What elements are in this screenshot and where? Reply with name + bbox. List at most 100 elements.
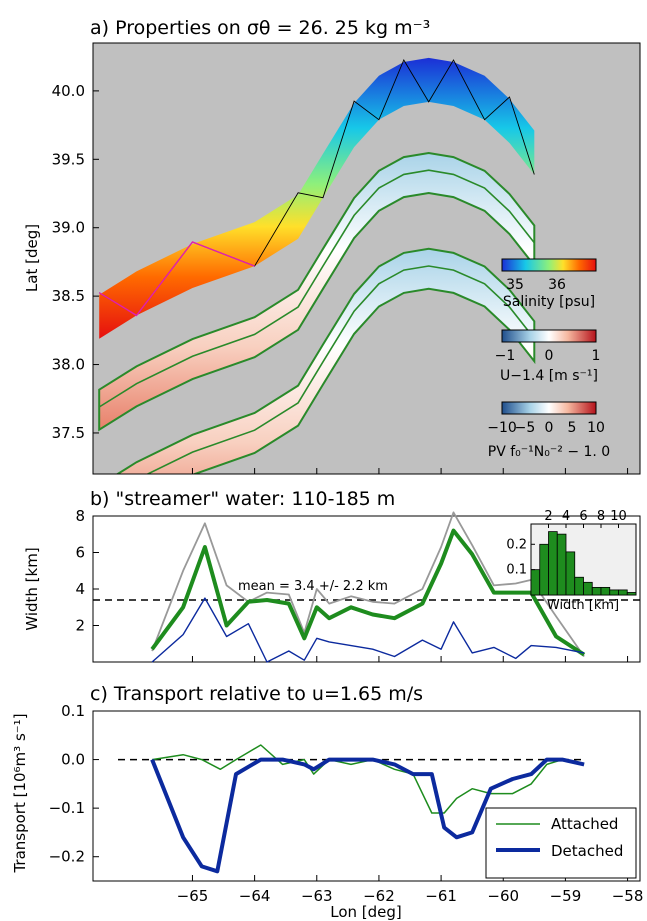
colorbar-velocity-tick: −1 <box>495 348 516 364</box>
panel-b: b) "streamer" water: 110-185 m mean = 3.… <box>23 488 641 663</box>
inset-bar <box>565 551 576 596</box>
legend-box <box>485 807 637 879</box>
y-tick-label: 37.5 <box>52 424 85 442</box>
colorbar-velocity-bar <box>501 329 597 343</box>
y-tick-label: 38.0 <box>52 356 85 374</box>
width-series <box>150 511 586 663</box>
y-tick-label: 0.1 <box>61 702 85 720</box>
panel-a-ylabel: Lat [deg] <box>23 224 41 292</box>
x-tick-label: −65 <box>177 887 209 905</box>
panel-b-y-axis: 2 4 6 8 <box>75 507 99 635</box>
x-tick-label: −64 <box>239 887 271 905</box>
y-tick-label: 38.5 <box>52 287 85 305</box>
x-tick-label: −58 <box>612 887 644 905</box>
colorbar-velocity-tick: 1 <box>592 348 601 364</box>
inset-bars <box>530 531 637 596</box>
inset-bar <box>600 586 611 596</box>
colorbar-pv: −10 −5 0 5 10 PV f₀⁻¹N₀⁻² − 1. 0 <box>487 401 610 460</box>
panel-a-y-axis: 37.5 38.0 38.5 39.0 39.5 40.0 <box>52 82 629 474</box>
transport-series <box>150 744 585 874</box>
colorbar-pv-tick: −5 <box>515 420 536 436</box>
colorbar-pv-label: PV f₀⁻¹N₀⁻² − 1. 0 <box>488 444 610 460</box>
transport-line-attached <box>151 744 585 814</box>
inset-xlabel: Width [km] <box>547 598 619 613</box>
inset-bar <box>618 589 628 596</box>
colorbar-velocity: −1 0 1 U−1.4 [m s⁻¹] <box>495 329 601 384</box>
colorbar-pv-tick: −10 <box>487 420 517 436</box>
panel-c-y-axis: 0.1 0.0 −0.1 −0.2 <box>49 702 99 866</box>
x-tick-label: −60 <box>487 887 519 905</box>
y-tick-label: 40.0 <box>52 82 85 100</box>
legend-attached-label: Attached <box>551 815 618 833</box>
y-tick-label: 6 <box>75 544 85 562</box>
y-tick-label: 0.0 <box>61 751 85 769</box>
inset-x-tick-label: 4 <box>562 509 570 524</box>
width-series-line-0 <box>151 511 585 658</box>
x-tick-label: −59 <box>550 887 582 905</box>
colorbar-salinity-label: Salinity [psu] <box>503 294 595 310</box>
inset-bar <box>548 531 558 596</box>
inset-bar <box>530 569 541 596</box>
y-tick-label: 39.5 <box>52 150 85 168</box>
transport-line-detached <box>150 757 585 874</box>
inset-bar <box>583 581 593 596</box>
panel-a-ribbons <box>98 57 536 474</box>
inset-bar <box>591 586 602 596</box>
colorbar-salinity-bar <box>501 258 597 272</box>
colorbar-pv-bar <box>501 401 597 415</box>
panel-a-title: a) Properties on σθ = 26. 25 kg m⁻³ <box>90 17 430 39</box>
mean-annotation: mean = 3.4 +/- 2.2 km <box>238 579 388 594</box>
legend-detached-label: Detached <box>551 842 623 860</box>
width-series-line-2 <box>151 597 585 663</box>
inset-x-tick-label: 10 <box>610 509 627 524</box>
y-tick-label: 2 <box>75 617 85 635</box>
inset-x-axis: 2 4 6 8 10 <box>544 509 627 528</box>
panel-b-ylabel: Width [km] <box>23 547 41 630</box>
y-tick-label: 39.0 <box>52 219 85 237</box>
colorbar-pv-tick: 0 <box>545 420 554 436</box>
inset-y-tick-label: 0.2 <box>506 537 527 552</box>
colorbar-pv-tick: 5 <box>568 420 577 436</box>
panel-c-ylabel: Transport [10⁶m³ s⁻¹] <box>11 713 29 873</box>
x-tick-label: −62 <box>363 887 395 905</box>
width-series-line-1 <box>150 528 586 657</box>
x-tick-label: −63 <box>301 887 333 905</box>
inset-x-tick-label: 6 <box>579 509 587 524</box>
panel-c-title: c) Transport relative to u=1.65 m/s <box>90 683 423 705</box>
panel-b-x-ticks <box>191 656 629 662</box>
colorbar-velocity-tick: 0 <box>545 348 554 364</box>
panel-c-legend: Attached Detached <box>485 807 637 879</box>
y-tick-label: 4 <box>75 580 85 598</box>
inset-bar <box>609 589 619 596</box>
y-tick-label: 8 <box>75 507 85 525</box>
panel-a-frame <box>92 42 641 475</box>
inset-y-tick-label: 0.1 <box>506 563 527 578</box>
colorbar-salinity: 35 36 Salinity [psu] <box>501 258 597 310</box>
colorbar-pv-tick: 10 <box>587 420 605 436</box>
velocity-ribbon-inner-contour <box>98 169 535 408</box>
panel-c-x-axis: −65 −64 −63 −62 −61 −60 −59 −58 <box>177 875 644 905</box>
inset-bar <box>539 543 549 596</box>
inset-y-axis: 0.1 0.2 <box>506 537 535 578</box>
panel-c: c) Transport relative to u=1.65 m/s 0.10… <box>11 683 643 921</box>
colorbar-salinity-tick: 36 <box>548 277 566 293</box>
inset-bar <box>574 576 584 596</box>
inset-bar <box>626 592 637 596</box>
salinity-ribbon <box>99 57 535 339</box>
inset-histogram: 2 4 6 8 10 0.1 0.2 Width [km] <box>506 509 637 613</box>
section-zigzag-line-magenta <box>98 241 255 317</box>
inset-bar <box>556 533 567 596</box>
panel-b-title: b) "streamer" water: 110-185 m <box>90 488 395 510</box>
inset-x-tick-label: 2 <box>544 509 552 524</box>
panel-a: a) Properties on σθ = 26. 25 kg m⁻³ 37.5… <box>23 17 641 475</box>
inset-x-tick-label: 8 <box>597 509 605 524</box>
y-tick-label: −0.2 <box>49 848 85 866</box>
y-tick-label: −0.1 <box>49 799 85 817</box>
x-tick-label: −61 <box>425 887 457 905</box>
colorbar-velocity-label: U−1.4 [m s⁻¹] <box>500 368 598 384</box>
pv-ribbon-inner-contour <box>145 265 535 474</box>
colorbar-salinity-tick: 35 <box>506 277 524 293</box>
pv-ribbon <box>115 247 536 474</box>
panel-c-xlabel: Lon [deg] <box>330 903 402 921</box>
